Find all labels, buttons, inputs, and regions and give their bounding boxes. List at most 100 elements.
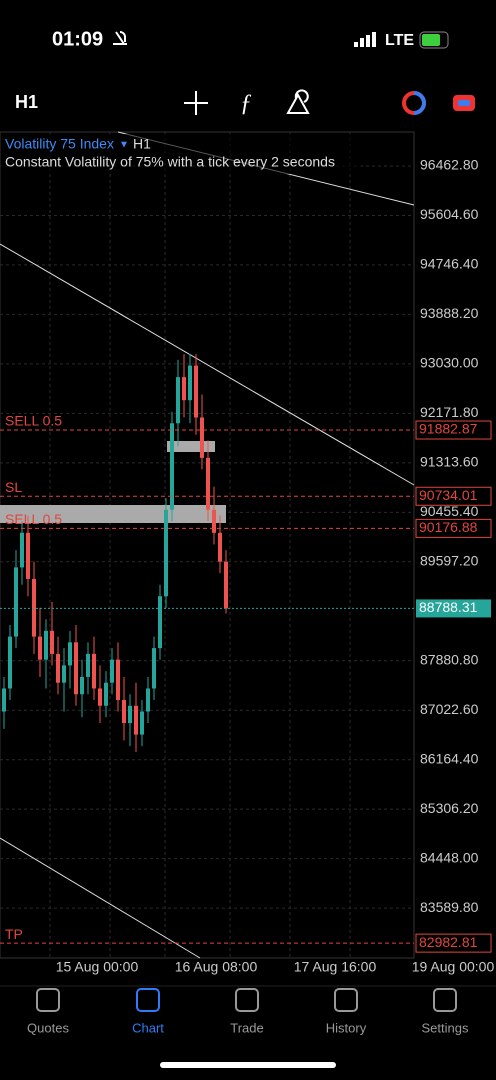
price-box [416,599,491,618]
tab-icon[interactable] [334,988,358,1012]
level-name: TP [5,926,23,942]
candle-body [152,648,156,689]
candle-body [182,377,186,401]
candle-body [224,561,228,609]
y-tick-label: 92171.80 [420,404,479,420]
symbol-name: Volatility 75 Index [5,136,114,152]
mute-icon [113,31,127,45]
header-bg [1,134,361,174]
level-name: SL [5,479,22,495]
candle-body [110,659,114,683]
candle-body [140,711,144,735]
level-box [415,933,492,953]
y-tick-label: 89597.20 [420,552,479,568]
candle-body [158,596,162,649]
trend-line [0,243,415,486]
timeframe-button[interactable]: H1 [15,92,38,112]
candle-body [80,676,84,695]
tab-icon[interactable] [36,988,60,1012]
indicators-icon[interactable]: ƒ [240,91,252,117]
tab-bar: Quotes Chart Trade History Settings [27,988,469,1035]
candle-body [86,653,90,677]
x-tick-label: 17 Aug 16:00 [294,959,377,975]
candle-body [170,423,174,510]
objects-icon[interactable] [286,89,310,114]
network: LTE [385,32,414,49]
tab-label[interactable]: Chart [132,1020,164,1035]
level-price: 91882.87 [419,421,478,437]
candle-body [212,509,216,533]
candle-body [2,688,6,712]
candle-body [176,377,180,424]
candle-body [38,636,42,660]
account-icon-part [413,91,426,115]
crosshair-icon[interactable] [184,91,208,115]
tab-icon[interactable] [136,988,160,1012]
order-marker [167,441,215,452]
y-tick-label: 96462.80 [420,157,479,173]
signal-icon [354,32,376,47]
candle-body [50,630,54,654]
y-tick-label: 94746.40 [420,256,479,272]
candle-body [128,705,132,724]
x-tick-label: 19 Aug 00:00 [412,959,495,975]
level-name: SELL 0.5 [5,413,62,429]
y-tick-label: 83589.80 [420,899,479,915]
level-price: 82982.81 [419,934,478,950]
candle-body [62,665,66,683]
y-tick-label: 85306.20 [420,800,479,816]
trend-line [0,837,201,959]
candle-body [194,365,198,418]
level-box [415,486,492,506]
candle-body [200,417,204,458]
tab-label[interactable]: Settings [422,1020,469,1035]
home-indicator [160,1062,336,1068]
y-tick-label: 93030.00 [420,355,479,371]
price-label: 88788.31 [419,599,478,615]
candle-body [14,567,18,637]
tab-icon[interactable] [433,988,457,1012]
order-marker [0,505,226,523]
candle-body [122,700,126,724]
clock: 01:09 [52,28,103,50]
y-tick-label: 86164.40 [420,750,479,766]
candle-body [164,509,168,597]
battery [419,31,449,49]
candle-body [20,532,24,568]
y-tick-label: 93888.20 [420,305,479,321]
chart: 96462.80 95604.60 94746.40 93888.20 93030.00… [0,131,495,975]
x-tick-label: 16 Aug 08:00 [175,959,258,975]
candle-body [44,630,48,660]
tab-label[interactable]: History [326,1020,367,1035]
candle-body [98,688,102,706]
candle-body [104,682,108,706]
candle-body [116,659,120,701]
chart-subtitle: Constant Volatility of 75% with a tick e… [5,154,335,170]
candle-body [8,636,12,689]
candle-body [74,642,78,695]
candle-body [68,642,72,666]
candle-body [206,457,210,510]
level-price: 90734.01 [419,487,478,503]
y-tick-label: 91313.60 [420,454,479,470]
candle-body [26,532,30,579]
tab-label[interactable]: Quotes [27,1020,69,1035]
candle-body [56,653,60,683]
x-tick-label: 15 Aug 00:00 [56,959,139,975]
chart-frame [0,131,415,959]
level-price: 90176.88 [419,519,478,535]
candle-body [92,653,96,689]
level-box [415,420,492,440]
level-box [415,518,492,538]
candle-body [134,705,138,735]
y-tick-label: 90455.40 [420,503,479,519]
candle-body [146,688,150,712]
symbol-timeframe: H1 [133,136,151,152]
y-tick-label: 95604.60 [420,206,479,222]
battery-level [422,34,440,46]
candle-body [218,532,222,562]
tab-icon[interactable] [235,988,259,1012]
tab-label[interactable]: Trade [230,1020,263,1035]
